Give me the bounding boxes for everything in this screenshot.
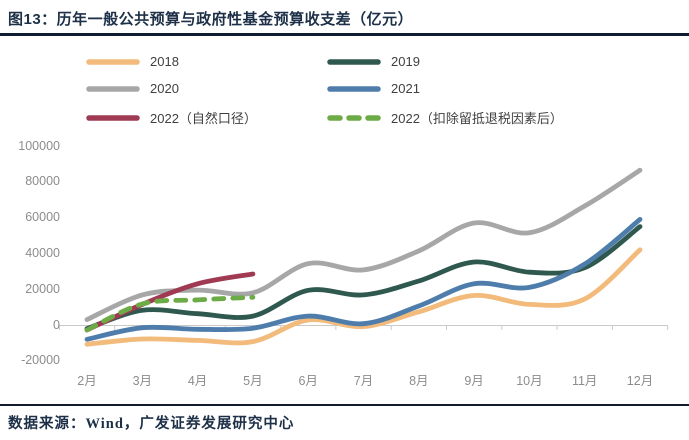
legend-label: 2020 bbox=[150, 81, 179, 96]
x-tick-label: 3月 bbox=[132, 374, 153, 388]
x-tick-label: 2月 bbox=[77, 374, 97, 388]
x-tick-label: 10月 bbox=[516, 374, 543, 388]
y-tick-label: 100000 bbox=[18, 138, 60, 153]
x-tick-label: 11月 bbox=[571, 374, 598, 388]
y-tick-label: 0 bbox=[53, 317, 60, 332]
x-tick-label: 9月 bbox=[464, 374, 484, 388]
legend-item-2021: 2021 bbox=[327, 81, 420, 96]
legend-label: 2019 bbox=[391, 54, 420, 69]
x-tick-label: 4月 bbox=[187, 374, 208, 388]
legend-swatch-icon bbox=[327, 114, 381, 121]
legend-swatch-icon bbox=[327, 58, 381, 65]
series-line-2021 bbox=[84, 217, 643, 342]
x-tick-label: 7月 bbox=[353, 374, 374, 388]
legend-item-2022（扣除留抵退税因素后）: 2022（扣除留抵退税因素后） bbox=[327, 108, 563, 127]
data-source: 数据来源：Wind，广发证券发展研究中心 bbox=[8, 416, 295, 432]
legend-item-2019: 2019 bbox=[327, 54, 420, 69]
y-tick-label: 40000 bbox=[25, 245, 60, 260]
title-divider bbox=[0, 33, 689, 36]
legend-item-2020: 2020 bbox=[86, 81, 179, 96]
x-tick-label: 12月 bbox=[626, 374, 654, 388]
legend-label: 2018 bbox=[150, 54, 179, 69]
x-tick-label: 5月 bbox=[243, 374, 263, 388]
y-tick-label: -20000 bbox=[21, 353, 60, 368]
legend-item-2018: 2018 bbox=[86, 54, 179, 69]
legend-swatch-icon bbox=[86, 58, 140, 65]
figure-title: 图13：历年一般公共预算与政府性基金预算收支差（亿元） bbox=[8, 11, 414, 28]
legend-label: 2021 bbox=[391, 81, 420, 96]
legend-label: 2022（扣除留抵退税因素后） bbox=[391, 111, 563, 126]
legend-swatch-icon bbox=[86, 114, 140, 121]
chart-legend: 2018 2019 2020 2021 2022（自然口径） 2022（扣除留抵退税因素后… bbox=[0, 0, 689, 130]
legend-swatch-icon bbox=[86, 85, 140, 92]
footer-divider bbox=[0, 404, 689, 406]
legend-item-2022（自然口径）: 2022（自然口径） bbox=[86, 108, 257, 127]
series-line-2018 bbox=[84, 247, 643, 347]
legend-swatch-icon bbox=[327, 85, 381, 92]
series-line-2022（扣除留抵退税因素后） bbox=[84, 294, 256, 333]
x-tick-label: 8月 bbox=[409, 374, 429, 388]
series-line-2019 bbox=[84, 224, 643, 331]
x-tick-label: 6月 bbox=[298, 374, 318, 388]
y-tick-label: 60000 bbox=[25, 210, 60, 225]
y-tick-label: 20000 bbox=[25, 281, 60, 296]
legend-label: 2022（自然口径） bbox=[150, 111, 257, 126]
y-tick-label: 80000 bbox=[25, 174, 60, 189]
